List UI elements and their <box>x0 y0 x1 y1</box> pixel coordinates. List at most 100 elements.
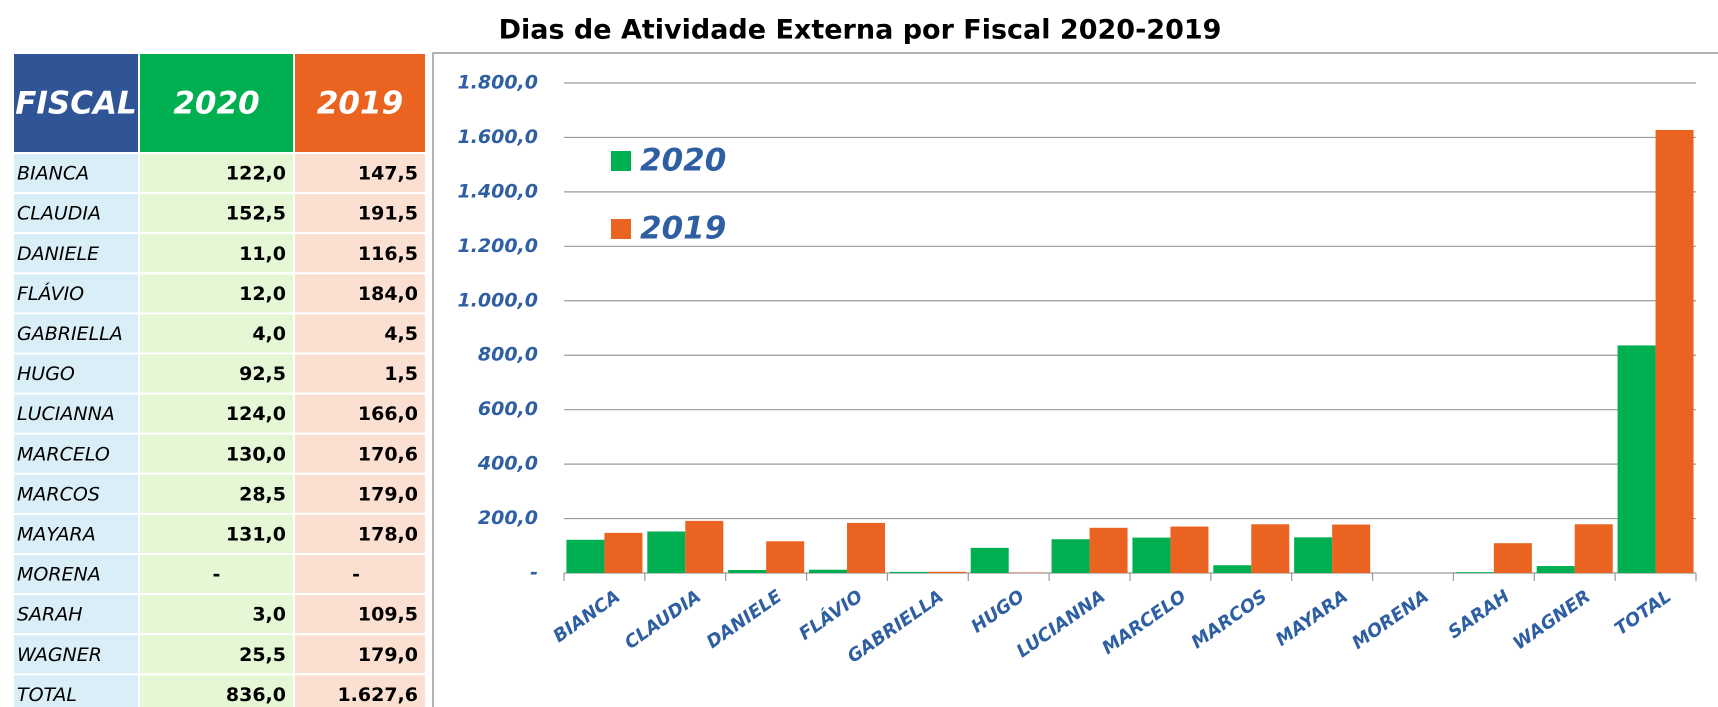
row-value: 109,5 <box>358 604 418 626</box>
x-tick-label: MARCELO <box>1098 586 1190 659</box>
bar <box>1536 566 1575 573</box>
row-name: FLÁVIO <box>17 282 84 305</box>
row-name: HUGO <box>17 363 75 385</box>
y-tick-label: 1.800,0 <box>457 72 538 94</box>
chart-title: Dias de Atividade Externa por Fiscal 202… <box>499 15 1222 46</box>
row-value: 122,0 <box>226 163 286 185</box>
table-cell <box>138 392 295 435</box>
bar <box>927 571 966 573</box>
bar <box>1051 539 1090 573</box>
row-name: CLAUDIA <box>17 203 101 225</box>
x-tick-label: TOTAL <box>1611 586 1675 640</box>
row-value: - <box>352 564 360 586</box>
row-name: MAYARA <box>17 523 96 545</box>
y-tick-label: 1.200,0 <box>457 235 538 257</box>
x-tick-label: HUGO <box>967 586 1028 637</box>
bar <box>604 532 643 573</box>
row-value: 130,0 <box>226 443 286 465</box>
row-value: - <box>213 564 221 586</box>
table-cell <box>12 232 140 275</box>
table-cell <box>12 312 140 355</box>
table-cell <box>293 152 427 195</box>
x-tick-label: SARAH <box>1444 586 1513 643</box>
y-tick-label: 1.400,0 <box>457 180 538 202</box>
bar <box>1251 524 1290 573</box>
bar <box>970 547 1009 573</box>
bar <box>1213 565 1252 573</box>
y-tick-label: 200,0 <box>478 507 538 529</box>
x-tick-label: MORENA <box>1348 586 1432 654</box>
row-value: 4,5 <box>384 323 418 345</box>
row-value: 166,0 <box>358 403 418 425</box>
row-value: 25,5 <box>239 644 286 666</box>
row-name: MORENA <box>17 564 101 586</box>
table-cell <box>293 633 427 676</box>
header-text: 2019 <box>317 86 403 122</box>
bar <box>647 531 686 573</box>
bar <box>1655 129 1694 574</box>
x-tick-label: CLAUDIA <box>621 586 705 654</box>
table-cell <box>293 432 427 475</box>
row-value: 170,6 <box>358 443 418 465</box>
table-cell <box>293 673 427 707</box>
header-cell <box>138 52 295 154</box>
table-cell <box>293 272 427 315</box>
row-value: 191,5 <box>358 203 418 225</box>
table-cell <box>293 553 427 596</box>
row-value: 152,5 <box>226 203 286 225</box>
row-name: SARAH <box>17 604 83 626</box>
x-tick-label: WAGNER <box>1509 586 1594 654</box>
row-name: MARCELO <box>17 443 110 465</box>
bar <box>1089 527 1128 573</box>
row-value: 3,0 <box>252 604 286 626</box>
table-cell <box>12 392 140 435</box>
row-value: 116,5 <box>358 243 418 265</box>
y-tick-label: - <box>530 562 538 584</box>
table-cell <box>138 553 295 596</box>
y-tick-label: 400,0 <box>477 453 538 475</box>
row-value: 28,5 <box>239 483 286 505</box>
bar <box>1294 537 1333 573</box>
y-tick-label: 800,0 <box>478 344 538 366</box>
table-cell <box>138 272 295 315</box>
row-name: MARCOS <box>17 483 100 505</box>
bar <box>1455 572 1494 573</box>
bar <box>889 571 928 573</box>
table-cell <box>293 192 427 235</box>
bar <box>1617 345 1656 573</box>
table-cell <box>138 432 295 475</box>
bar <box>847 522 886 573</box>
bar <box>566 539 605 573</box>
row-name: TOTAL <box>17 684 77 706</box>
table-cell <box>138 472 295 515</box>
x-tick-label: MARCOS <box>1188 586 1271 653</box>
table-cell <box>138 192 295 235</box>
table-cell <box>12 152 140 195</box>
bar <box>1493 543 1532 573</box>
table-cell <box>138 312 295 355</box>
table-cell <box>138 352 295 395</box>
row-value: 147,5 <box>358 163 418 185</box>
row-value: 178,0 <box>358 523 418 545</box>
row-value: 92,5 <box>239 363 286 385</box>
row-value: 179,0 <box>358 644 418 666</box>
row-name: GABRIELLA <box>17 323 123 345</box>
row-value: 184,0 <box>358 283 418 305</box>
y-tick-label: 1.000,0 <box>457 289 538 311</box>
legend-swatch <box>611 151 631 171</box>
x-tick-label: MAYARA <box>1272 586 1352 651</box>
bar <box>728 570 767 573</box>
bar <box>1332 524 1371 573</box>
row-value: 1,5 <box>384 363 418 385</box>
x-tick-label: BIANCA <box>549 586 624 647</box>
table-cell <box>293 472 427 515</box>
row-name: WAGNER <box>17 644 102 666</box>
chart-frame <box>432 52 1718 707</box>
y-tick-label: 1.600,0 <box>457 126 538 148</box>
bar <box>1170 526 1209 573</box>
row-value: 1.627,6 <box>337 684 418 706</box>
bar <box>808 569 847 573</box>
x-tick-label: FLÁVIO <box>795 585 867 645</box>
table-cell <box>293 352 427 395</box>
